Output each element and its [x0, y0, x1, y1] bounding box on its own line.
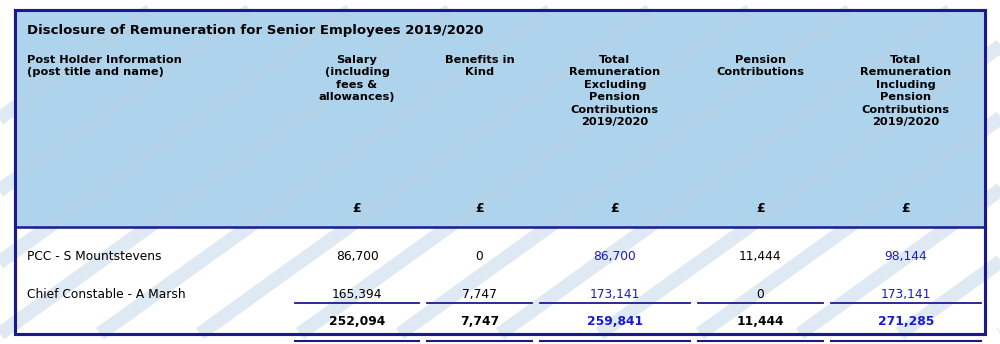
Text: 0: 0: [476, 250, 483, 263]
Text: Chief Constable - A Marsh: Chief Constable - A Marsh: [27, 288, 186, 301]
Text: 271,285: 271,285: [878, 315, 934, 328]
Text: £: £: [353, 202, 361, 215]
Text: 86,700: 86,700: [593, 250, 636, 263]
FancyBboxPatch shape: [15, 10, 985, 334]
Text: PCC - S Mountstevens: PCC - S Mountstevens: [27, 250, 162, 263]
Text: 98,144: 98,144: [884, 250, 927, 263]
Text: 7,747: 7,747: [460, 315, 499, 328]
Text: £: £: [756, 202, 765, 215]
Text: 173,141: 173,141: [881, 288, 931, 301]
Text: £: £: [902, 202, 910, 215]
Text: 86,700: 86,700: [336, 250, 378, 263]
Text: Total
Remuneration
Including
Pension
Contributions
2019/2020: Total Remuneration Including Pension Con…: [860, 55, 951, 127]
Text: Pension
Contributions: Pension Contributions: [716, 55, 804, 77]
Text: 11,444: 11,444: [737, 315, 784, 328]
Text: 259,841: 259,841: [587, 315, 643, 328]
Text: 0: 0: [756, 288, 764, 301]
Text: Disclosure of Remuneration for Senior Employees 2019/2020: Disclosure of Remuneration for Senior Em…: [27, 24, 484, 37]
Text: 7,747: 7,747: [462, 288, 497, 301]
Text: £: £: [475, 202, 484, 215]
Text: Post Holder Information
(post title and name): Post Holder Information (post title and …: [27, 55, 182, 77]
Text: 173,141: 173,141: [590, 288, 640, 301]
Text: 252,094: 252,094: [329, 315, 385, 328]
Text: 165,394: 165,394: [332, 288, 382, 301]
Text: Salary
(including
fees &
allowances): Salary (including fees & allowances): [319, 55, 395, 102]
FancyBboxPatch shape: [15, 10, 985, 227]
Text: 11,444: 11,444: [739, 250, 782, 263]
Text: Total
Remuneration
Excluding
Pension
Contributions
2019/2020: Total Remuneration Excluding Pension Con…: [569, 55, 660, 127]
Text: Benefits in
Kind: Benefits in Kind: [445, 55, 514, 77]
Text: £: £: [611, 202, 619, 215]
